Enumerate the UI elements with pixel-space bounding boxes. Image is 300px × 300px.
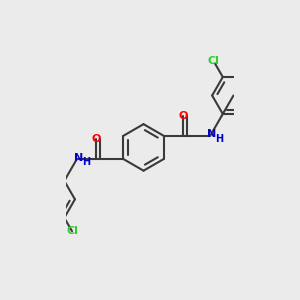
Text: H: H [82, 157, 90, 167]
Text: N: N [74, 153, 83, 163]
Text: Cl: Cl [208, 56, 220, 66]
Text: O: O [178, 111, 188, 121]
Text: H: H [215, 134, 223, 144]
Text: Cl: Cl [66, 226, 78, 236]
Text: O: O [92, 134, 101, 144]
Text: N: N [207, 130, 216, 140]
